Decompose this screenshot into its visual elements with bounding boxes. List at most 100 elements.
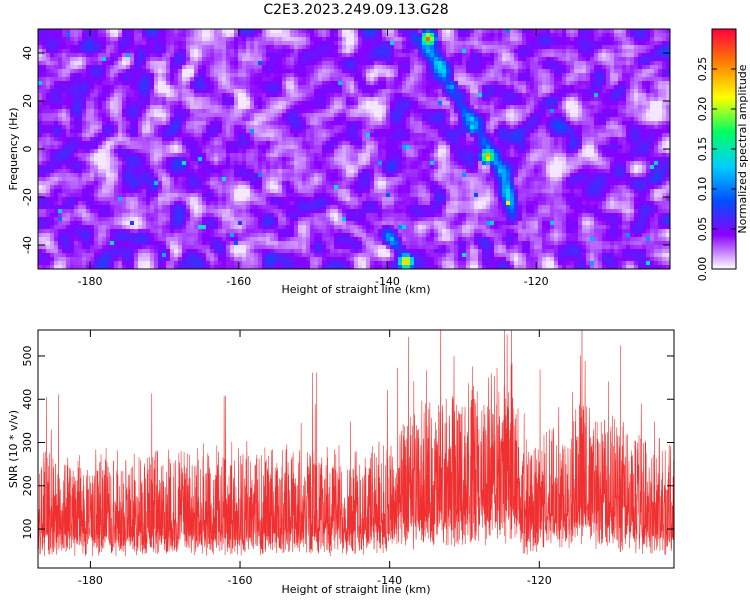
heatmap-cell: [546, 149, 551, 154]
heatmap-cell: [266, 113, 271, 118]
heatmap-cell: [470, 121, 475, 126]
heatmap-cell: [282, 137, 287, 142]
heatmap-cell: [602, 93, 607, 98]
heatmap-cell: [130, 29, 135, 34]
heatmap-cell: [38, 77, 43, 82]
heatmap-cell: [402, 61, 407, 66]
heatmap-cell: [530, 85, 535, 90]
heatmap-cell: [106, 77, 111, 82]
heatmap-cell: [374, 85, 379, 90]
heatmap-cell: [378, 137, 383, 142]
heatmap-cell: [118, 145, 123, 150]
heatmap-cell: [658, 125, 663, 130]
heatmap-cell: [206, 89, 211, 94]
heatmap-cell: [454, 53, 459, 58]
heatmap-cell: [370, 37, 375, 42]
heatmap-cell: [202, 121, 207, 126]
heatmap-cell: [402, 109, 407, 114]
heatmap-cell: [294, 65, 299, 70]
heatmap-cell: [38, 137, 43, 142]
heatmap-cell: [298, 109, 303, 114]
heatmap-cell: [426, 113, 431, 118]
heatmap-cell: [206, 29, 211, 34]
heatmap-cell: [194, 133, 199, 138]
heatmap-cell: [150, 141, 155, 146]
heatmap-cell: [226, 117, 231, 122]
heatmap-cell: [494, 57, 499, 62]
heatmap-cell: [166, 145, 171, 150]
heatmap-cell: [630, 41, 635, 46]
heatmap-cell: [646, 49, 651, 54]
heatmap-cell: [494, 73, 499, 78]
heatmap-cell: [54, 73, 59, 78]
heatmap-cell: [154, 41, 159, 46]
heatmap-cell: [306, 81, 311, 86]
heatmap-cell: [578, 61, 583, 66]
heatmap-cell: [302, 97, 307, 102]
heatmap-cell: [510, 97, 515, 102]
heatmap-cell: [346, 137, 351, 142]
heatmap-cell: [642, 29, 647, 34]
heatmap-cell: [634, 149, 639, 154]
heatmap-cell: [650, 73, 655, 78]
heatmap-cell: [206, 117, 211, 122]
heatmap-cell: [570, 53, 575, 58]
heatmap-cell: [662, 57, 667, 62]
heatmap-cell: [286, 33, 291, 38]
heatmap-cell: [530, 73, 535, 78]
heatmap-cell: [518, 109, 523, 114]
heatmap-cell: [638, 93, 643, 98]
heatmap-cell: [122, 37, 127, 42]
heatmap-cell: [158, 153, 163, 158]
heatmap-cell: [274, 53, 279, 58]
heatmap-cell: [458, 81, 463, 86]
heatmap-cell: [342, 29, 347, 34]
heatmap-cell: [426, 145, 431, 150]
heatmap-cell: [370, 65, 375, 70]
heatmap-cell: [502, 97, 507, 102]
heatmap-cell: [254, 101, 259, 106]
heatmap-cell: [402, 141, 407, 146]
heatmap-cell: [122, 97, 127, 102]
heatmap-cell: [586, 121, 591, 126]
heatmap-cell: [474, 53, 479, 58]
heatmap-cell: [258, 73, 263, 78]
heatmap-cell: [522, 29, 527, 34]
heatmap-cell: [414, 45, 419, 50]
heatmap-cell: [434, 73, 439, 78]
heatmap-cell: [562, 61, 567, 66]
heatmap-cell: [242, 113, 247, 118]
heatmap-cell: [498, 41, 503, 46]
heatmap-cell: [94, 97, 99, 102]
heatmap-cell: [598, 57, 603, 62]
heatmap-cell: [102, 57, 107, 62]
heatmap-cell: [82, 73, 87, 78]
heatmap-cell: [94, 149, 99, 154]
heatmap-cell: [138, 81, 143, 86]
heatmap-cell: [374, 81, 379, 86]
heatmap-cell: [658, 45, 663, 50]
heatmap-cell: [170, 109, 175, 114]
heatmap-cell: [438, 121, 443, 126]
heatmap-cell: [186, 137, 191, 142]
heatmap-cell: [510, 145, 515, 150]
heatmap-cell: [486, 149, 491, 154]
heatmap-cell: [602, 73, 607, 78]
heatmap-cell: [338, 97, 343, 102]
heatmap-cell: [430, 81, 435, 86]
heatmap-cell: [122, 149, 127, 154]
heatmap-cell: [210, 69, 215, 74]
heatmap-cell: [266, 105, 271, 110]
heatmap-cell: [326, 89, 331, 94]
heatmap-cell: [142, 41, 147, 46]
heatmap-cell: [142, 149, 147, 154]
heatmap-cell: [222, 45, 227, 50]
heatmap-cell: [534, 133, 539, 138]
heatmap-cell: [666, 61, 671, 66]
heatmap-cell: [294, 61, 299, 66]
heatmap-cell: [590, 65, 595, 70]
heatmap-cell: [426, 101, 431, 106]
heatmap-cell: [434, 121, 439, 126]
heatmap-cell: [558, 133, 563, 138]
heatmap-cell: [474, 113, 479, 118]
